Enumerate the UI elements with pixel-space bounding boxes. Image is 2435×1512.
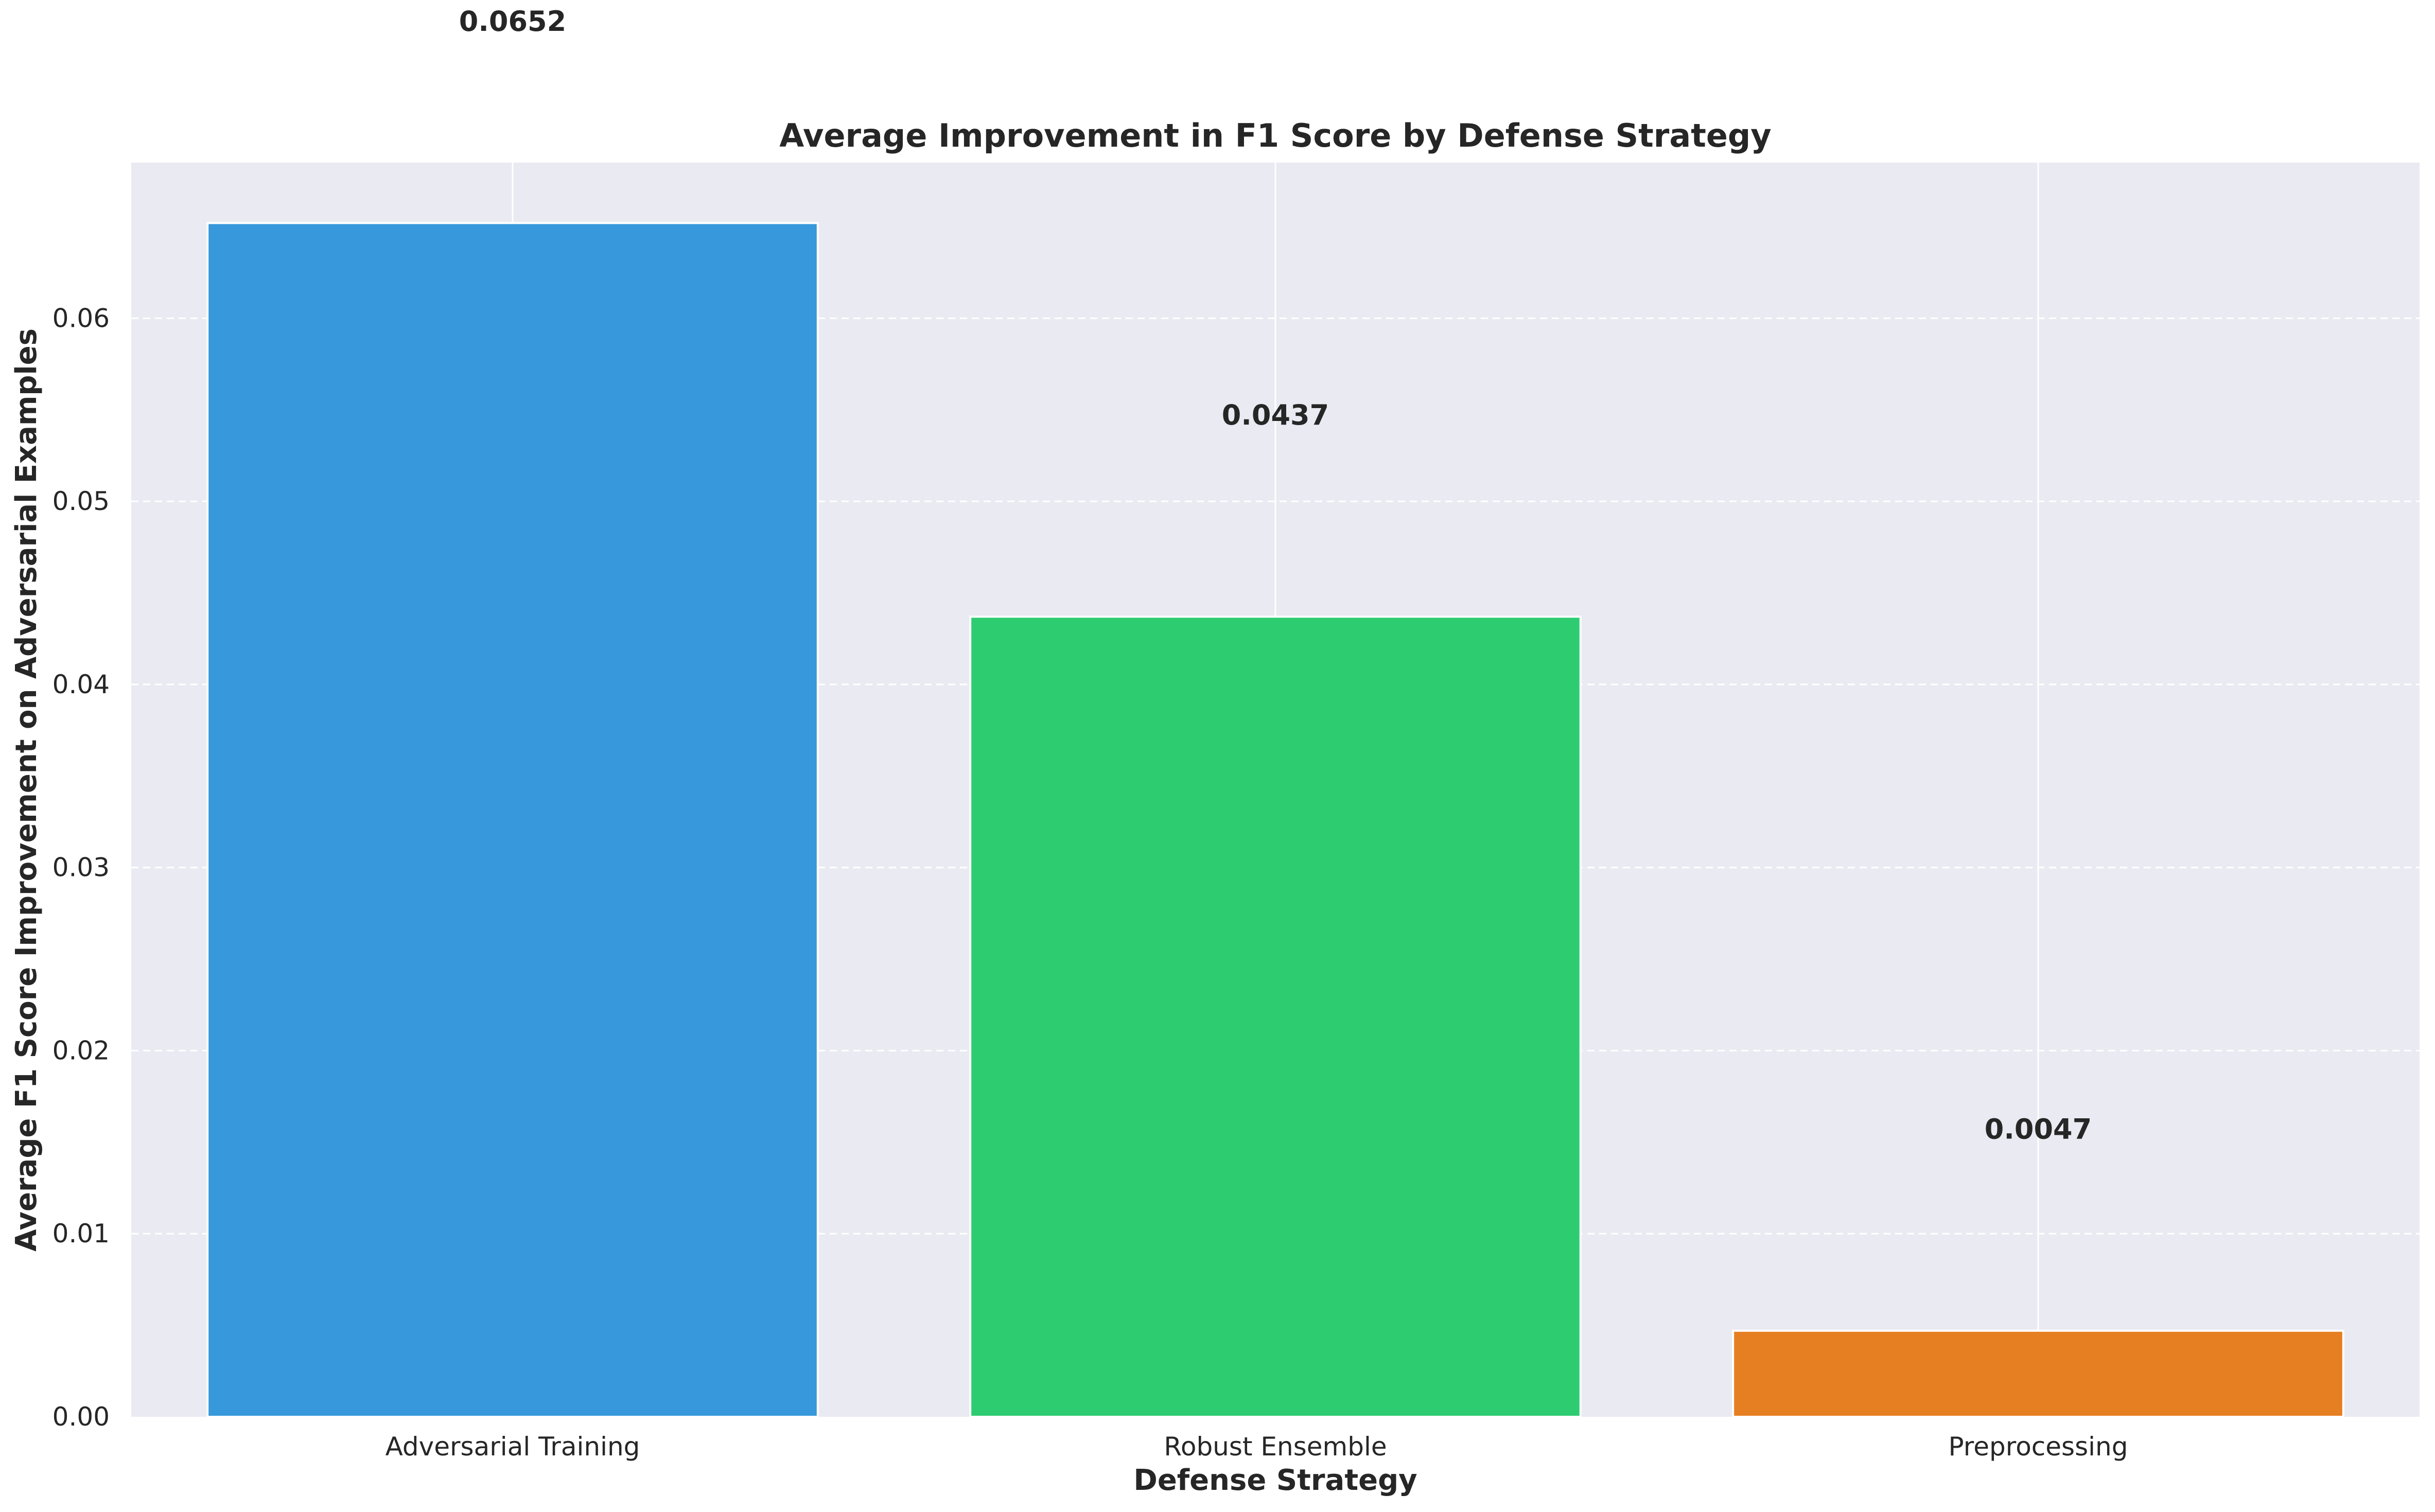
x-tick-label: Adversarial Training — [386, 1432, 640, 1462]
x-tick-label: Robust Ensemble — [1164, 1432, 1387, 1462]
data-label: 0.0047 — [1985, 1113, 2092, 1145]
y-tick-label: 0.03 — [52, 853, 110, 883]
y-ticks: 0.00 0.01 0.02 0.03 0.04 0.05 0.06 — [52, 303, 110, 1432]
bar — [969, 616, 1582, 1418]
y-tick-label: 0.06 — [52, 303, 110, 333]
data-labels: 0.0652 0.0437 0.0047 — [459, 5, 2092, 1145]
y-tick-label: 0.05 — [52, 486, 110, 516]
y-tick-label: 0.01 — [52, 1219, 110, 1249]
chart-title: Average Improvement in F1 Score by Defen… — [779, 117, 1771, 154]
x-axis-title: Defense Strategy — [1133, 1464, 1417, 1497]
bar — [206, 222, 819, 1418]
data-label: 0.0437 — [1222, 399, 1329, 431]
y-axis-title: Average F1 Score Improvement on Adversar… — [10, 328, 43, 1252]
bars — [206, 222, 2344, 1418]
y-tick-label: 0.00 — [52, 1402, 110, 1432]
x-tick-label: Preprocessing — [1949, 1432, 2128, 1462]
data-label: 0.0652 — [459, 5, 566, 38]
x-ticks: Adversarial Training Robust Ensemble Prepr… — [386, 1432, 2128, 1462]
y-tick-label: 0.02 — [52, 1035, 110, 1065]
y-tick-label: 0.04 — [52, 670, 110, 699]
bar — [1732, 1329, 2344, 1418]
